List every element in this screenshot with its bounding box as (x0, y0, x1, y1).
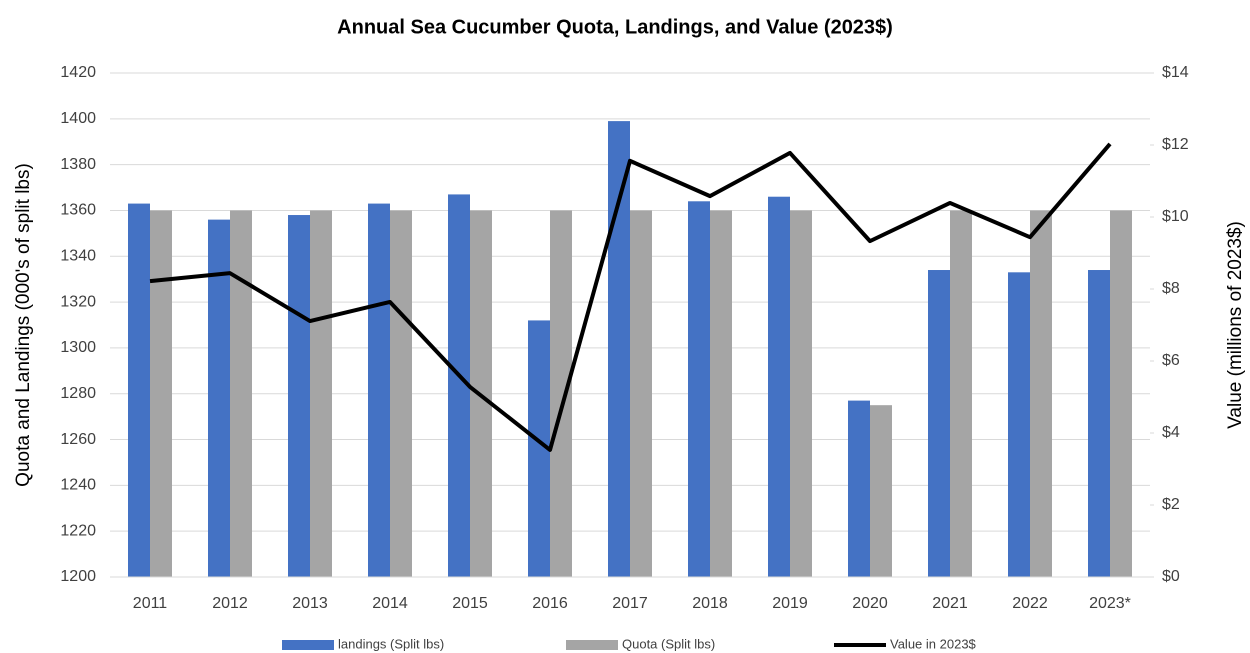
x-tick-label: 2013 (292, 595, 328, 612)
legend-swatch (566, 640, 618, 650)
x-tick-label: 2015 (452, 595, 488, 612)
bar (870, 405, 892, 577)
x-tick-label: 2012 (212, 595, 248, 612)
bar (1110, 210, 1132, 578)
bar (710, 210, 732, 578)
chart-title: Annual Sea Cucumber Quota, Landings, and… (337, 16, 893, 38)
bar (128, 203, 150, 577)
bar (230, 210, 252, 578)
y2-tick-label: $12 (1162, 136, 1189, 153)
y-tick-label: 1360 (60, 202, 96, 219)
bar (368, 203, 390, 577)
bar (390, 210, 412, 578)
y-tick-label: 1400 (60, 110, 96, 127)
y2-tick-label: $8 (1162, 280, 1180, 297)
legend-swatch (282, 640, 334, 650)
bar (950, 210, 972, 578)
bar (688, 201, 710, 578)
bar (150, 210, 172, 578)
y-tick-label: 1220 (60, 522, 96, 539)
y-tick-label: 1200 (60, 568, 96, 585)
y2-tick-label: $4 (1162, 424, 1180, 441)
line (149, 142, 1112, 452)
y-axis-label: Quota and Landings (000's of split lbs) (13, 163, 34, 487)
x-tick-label: 2014 (372, 595, 408, 612)
bar (630, 210, 652, 578)
y2-axis-label: Value (millions of 2023$) (1225, 221, 1246, 429)
y2-tick-label: $2 (1162, 496, 1180, 513)
legend-label: Value in 2023$ (890, 636, 977, 651)
legend-label: Quota (Split lbs) (622, 636, 715, 651)
bar (1088, 270, 1110, 577)
bar (208, 219, 230, 578)
x-tick-label: 2022 (1012, 595, 1048, 612)
y-tick-label: 1260 (60, 431, 96, 448)
bar (790, 210, 812, 578)
bar (550, 210, 572, 578)
y-tick-label: 1240 (60, 477, 96, 494)
y-tick-label: 1420 (60, 64, 96, 81)
bar (1030, 210, 1052, 578)
bar (768, 196, 790, 577)
x-tick-label: 2011 (133, 595, 168, 612)
bar (608, 121, 630, 577)
y-tick-label: 1280 (60, 385, 96, 402)
x-tick-label: 2019 (772, 595, 808, 612)
y-tick-label: 1320 (60, 293, 96, 310)
bar (1008, 272, 1030, 577)
y-tick-label: 1340 (60, 247, 96, 264)
bar (848, 400, 870, 577)
bar (448, 194, 470, 577)
legend-label: landings (Split lbs) (338, 636, 444, 651)
x-tick-label: 2017 (612, 595, 648, 612)
x-tick-label: 2016 (532, 595, 568, 612)
y-tick-label: 1380 (60, 156, 96, 173)
x-tick-label: 2021 (932, 595, 968, 612)
bar (310, 210, 332, 578)
bar (528, 320, 550, 577)
x-tick-label: 2023* (1089, 595, 1131, 612)
y2-tick-label: $6 (1162, 352, 1180, 369)
x-tick-label: 2020 (852, 595, 888, 612)
y2-tick-label: $10 (1162, 208, 1189, 225)
bar (928, 270, 950, 577)
y2-tick-label: $0 (1162, 568, 1180, 585)
y2-tick-label: $14 (1162, 64, 1189, 81)
bar (288, 215, 310, 577)
x-tick-label: 2018 (692, 595, 728, 612)
y-tick-label: 1300 (60, 339, 96, 356)
